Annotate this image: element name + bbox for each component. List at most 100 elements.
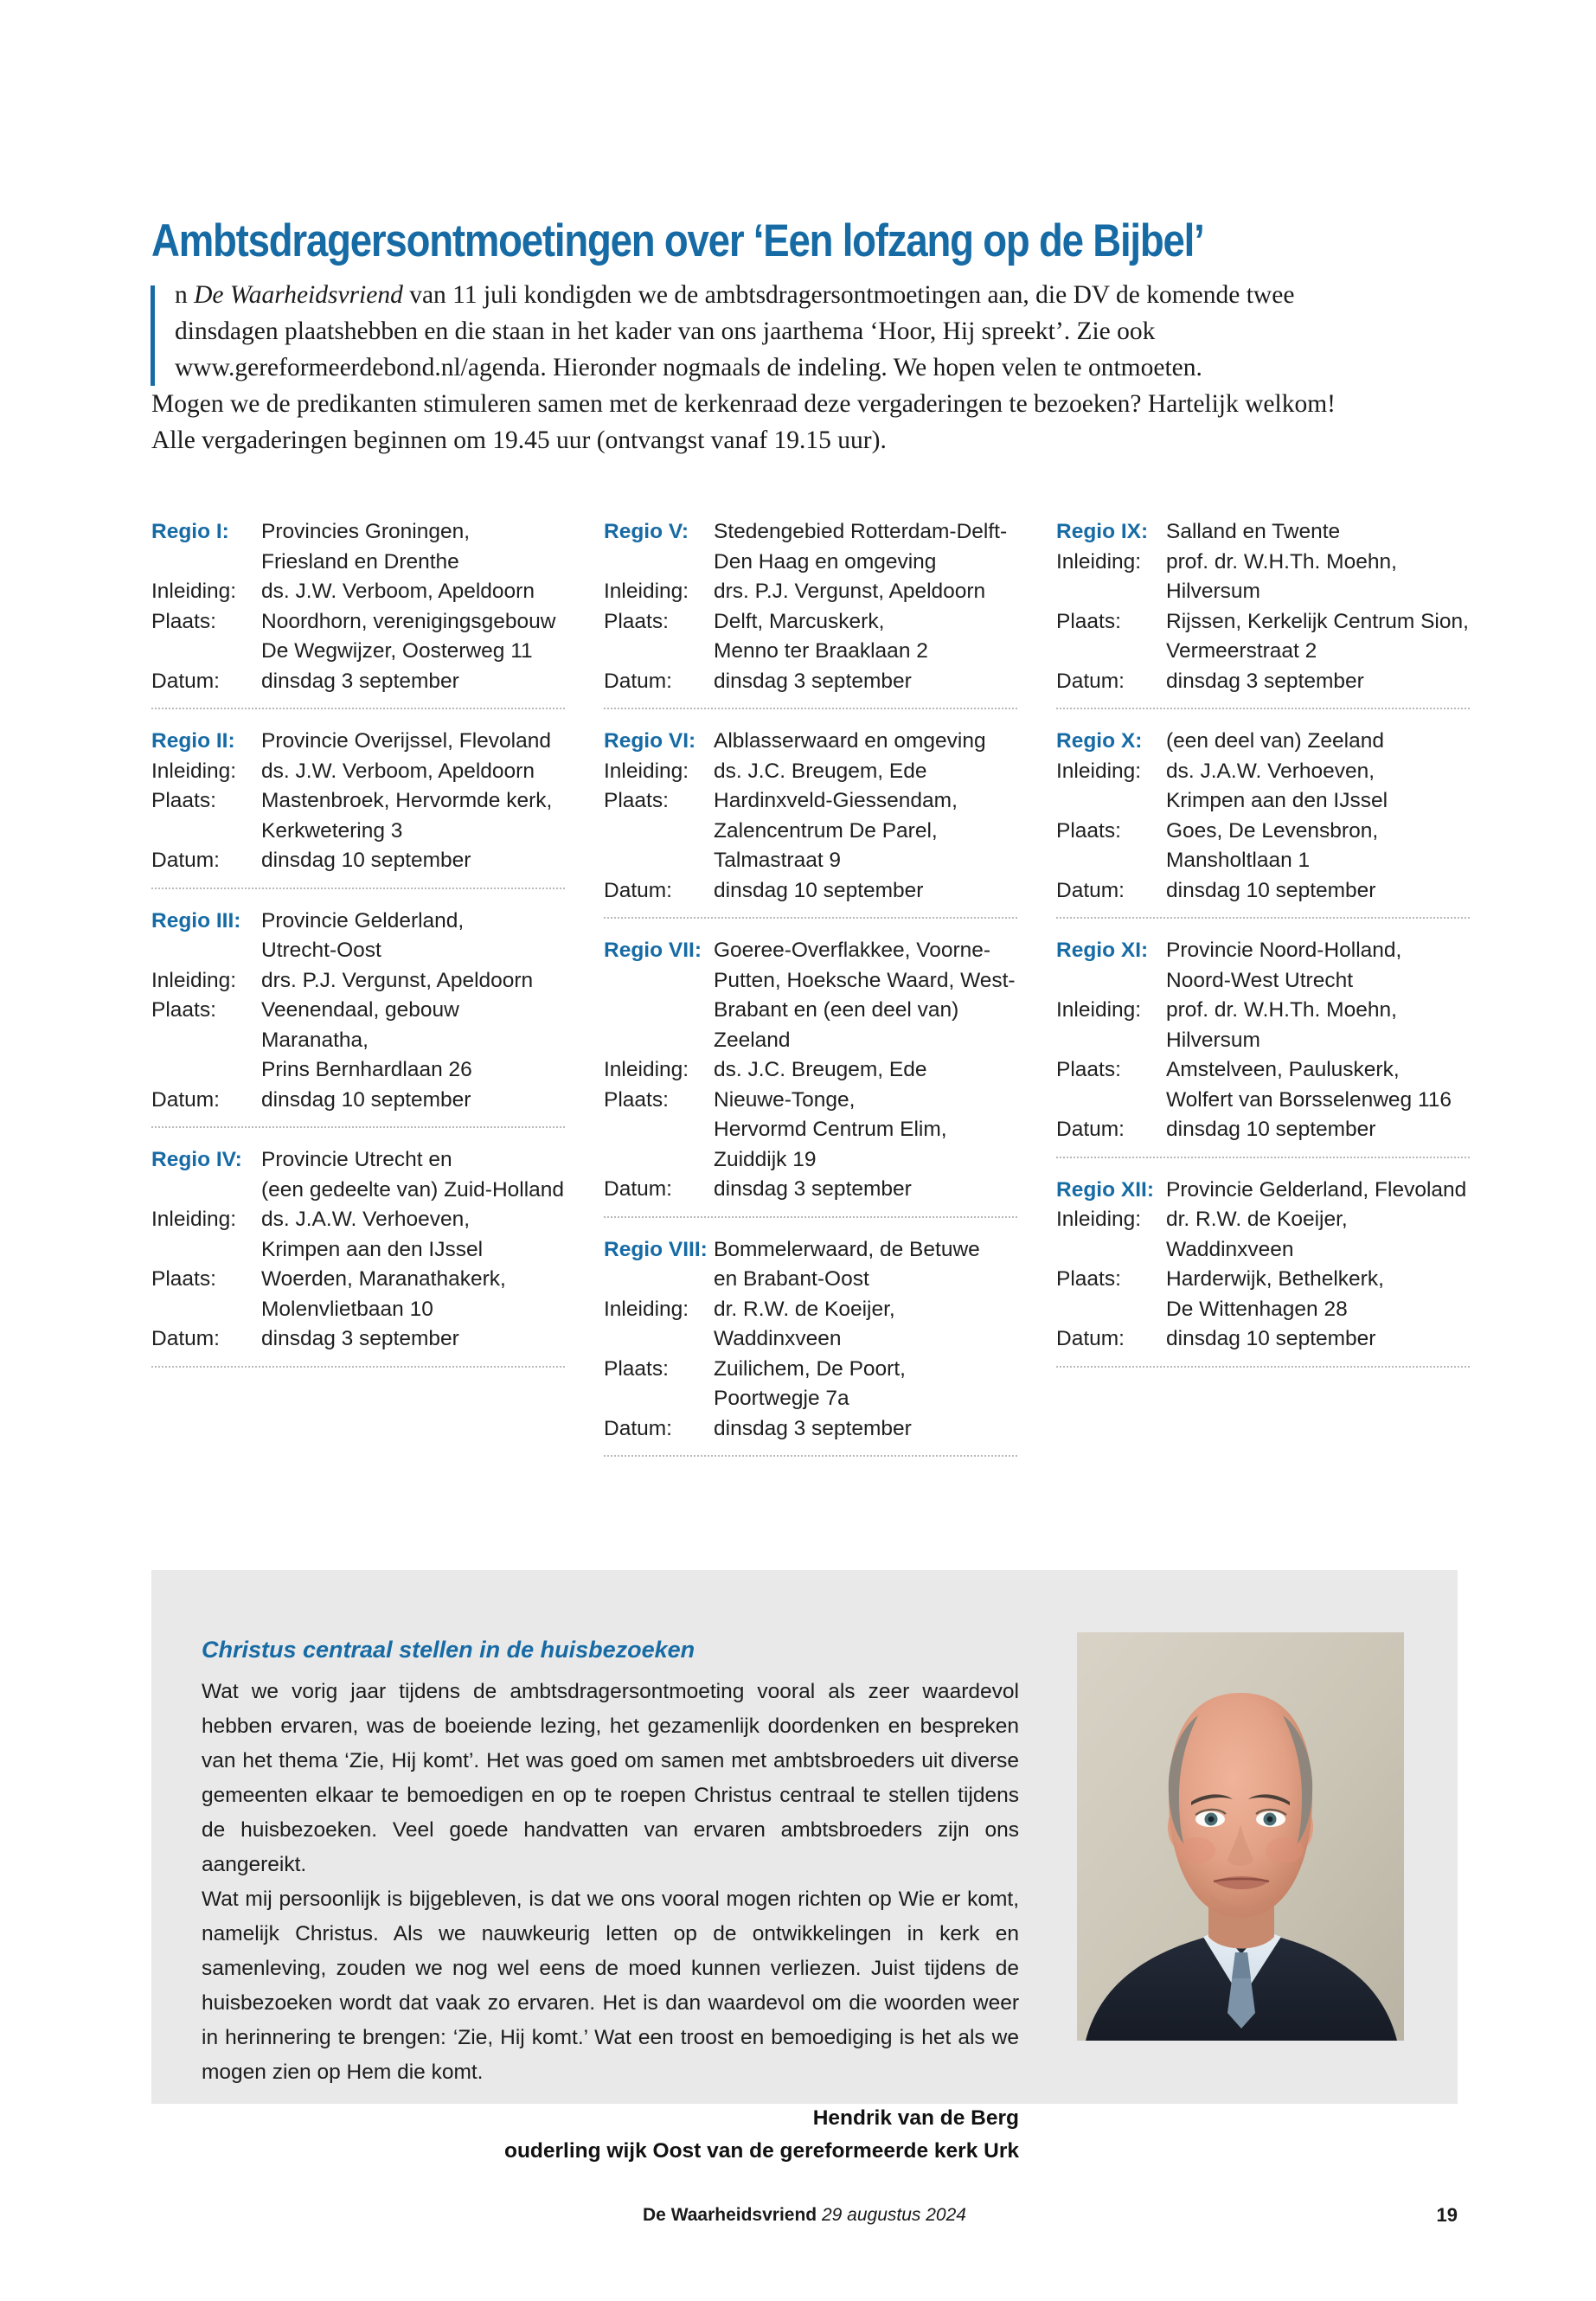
regio-inleiding: ds. J.W. Verboom, Apeldoorn [261,577,565,607]
regio-datum-row: Datum: dinsdag 10 september [1056,876,1470,907]
regio-block: Regio XI: Provincie Noord-Holland, Noord… [1056,936,1470,1157]
testimonial-title: Christus centraal stellen in de huisbezo… [202,1637,695,1663]
intro-second-part: Mogen we de predikanten stimuleren samen… [151,390,1336,454]
regio-datum-line: dinsdag 10 september [261,1087,471,1112]
regio-area: Provincie Utrecht en (een gedeelte van) … [261,1145,565,1205]
intro-magazine-name: De Waarheidsvriend [194,281,403,309]
regio-datum: dinsdag 10 september [1166,1324,1470,1355]
regio-inleiding-line: Krimpen aan den IJssel [261,1237,484,1261]
regio-plaats-row: Plaats: Mastenbroek, Hervormde kerk, Ker… [151,786,565,846]
regio-heading-row: Regio IV: Provincie Utrecht en (een gede… [151,1145,565,1205]
regio-inleiding-row: Inleiding: ds. J.W. Verboom, Apeldoorn [151,577,565,607]
label-inleiding: Inleiding: [151,968,237,992]
regio-plaats-row: Plaats: Amstelveen, Pauluskerk, Wolfert … [1056,1055,1470,1115]
regio-inleiding-line: drs. P.J. Vergunst, Apeldoorn [714,580,986,603]
regio-inleiding: dr. R.W. de Koeijer, Waddinxveen [1166,1205,1470,1265]
footer-magazine-name: De Waarheidsvriend [643,2205,817,2225]
regio-datum-line: dinsdag 10 september [714,878,924,902]
divider [151,887,565,889]
regio-plaats-line: Delft, Marcuskerk, [714,609,885,633]
regio-heading-row: Regio VII: Goeree-Overflakkee, Voorne- P… [604,936,1017,1055]
regio-inleiding-row: Inleiding: dr. R.W. de Koeijer, Waddinxv… [1056,1205,1470,1265]
regio-plaats-line: Zuilichem, De Poort, [714,1356,906,1381]
regio-area: Salland en Twente [1166,517,1470,548]
regio-inleiding-row: Inleiding: drs. P.J. Vergunst, Apeldoorn [151,966,565,997]
regio-area-line: Provincie Gelderland, [261,908,465,933]
divider [1056,917,1470,919]
regio-datum: dinsdag 3 september [261,667,565,697]
portrait-photo [1077,1632,1404,2041]
regio-plaats-line: Hardinxveld-Giessendam, [714,789,958,812]
label-datum: Datum: [1056,878,1125,902]
regio-plaats: Mastenbroek, Hervormde kerk, Kerkweterin… [261,786,565,846]
regio-plaats-line: Zalencentrum De Parel, [714,818,938,843]
regio-inleiding-line: ds. J.A.W. Verhoeven, [1166,759,1375,783]
regio-column-3: Regio IX: Salland en Twente Inleiding: p… [1056,517,1470,1474]
regio-plaats-line: Woerden, Maranathakerk, [261,1267,506,1291]
divider [1056,1156,1470,1158]
regio-heading-row: Regio XII: Provincie Gelderland, Flevola… [1056,1176,1470,1206]
intro-first-part: n De Waarheidsvriend van 11 juli kondigd… [151,277,1380,386]
regio-datum-line: dinsdag 3 september [261,669,459,693]
regio-inleiding-line: Krimpen aan den IJssel [1166,789,1388,812]
label-inleiding: Inleiding: [604,1058,689,1081]
footer-date: 29 augustus 2024 [821,2205,966,2225]
footer-imprint: De Waarheidsvriend 29 augustus 2024 [151,2202,1458,2228]
regio-area: Goeree-Overflakkee, Voorne- Putten, Hoek… [714,936,1017,1055]
label-plaats: Plaats: [1056,818,1121,843]
regio-name: Regio IX: [1056,520,1149,543]
regio-inleiding: ds. J.C. Breugem, Ede [714,1055,1017,1086]
regio-plaats-line: Kerkwetering 3 [261,818,403,843]
regio-datum-row: Datum: dinsdag 10 september [604,876,1017,907]
regio-block: Regio IX: Salland en Twente Inleiding: p… [1056,517,1470,708]
regio-inleiding-line: prof. dr. W.H.Th. Moehn, [1166,998,1397,1022]
regio-inleiding: prof. dr. W.H.Th. Moehn, Hilversum [1166,996,1470,1055]
regio-inleiding-line: ds. J.C. Breugem, Ede [714,759,927,783]
label-inleiding: Inleiding: [151,580,237,603]
regio-plaats-line: Zuiddijk 19 [714,1147,817,1171]
regio-name: Regio XI: [1056,939,1149,962]
regio-block: Regio III: Provincie Gelderland, Utrecht… [151,907,565,1127]
regio-name: Regio VI: [604,729,696,753]
regio-inleiding-row: Inleiding: prof. dr. W.H.Th. Moehn, Hilv… [1056,548,1470,607]
testimonial-box: Christus centraal stellen in de huisbezo… [151,1570,1458,2163]
regio-datum-row: Datum: dinsdag 3 september [604,667,1017,697]
regio-datum-line: dinsdag 3 september [261,1327,459,1350]
regio-datum-row: Datum: dinsdag 3 september [604,1175,1017,1205]
regio-block: Regio VII: Goeree-Overflakkee, Voorne- P… [604,936,1017,1216]
regio-plaats-line: Wolfert van Borsselenweg 116 [1166,1087,1452,1112]
attribution-role: ouderling wijk Oost van de gereformeerde… [504,2139,1019,2163]
regio-area: Provincie Gelderland, Utrecht-Oost [261,907,565,966]
label-inleiding: Inleiding: [151,759,237,783]
regio-plaats-row: Plaats: Veenendaal, gebouw Maranatha, Pr… [151,996,565,1086]
divider [1056,1365,1470,1368]
divider [1056,708,1470,709]
regio-name: Regio X: [1056,729,1143,753]
regio-plaats-line: Mansholtlaan 1 [1166,849,1311,872]
regio-inleiding: ds. J.W. Verboom, Apeldoorn [261,757,565,787]
regio-plaats: Rijssen, Kerkelijk Centrum Sion, Vermeer… [1166,607,1470,667]
regio-column-2: Regio V: Stedengebied Rotterdam-Delft- D… [604,517,1017,1474]
regio-inleiding-line: drs. P.J. Vergunst, Apeldoorn [261,968,534,992]
regio-inleiding: dr. R.W. de Koeijer, Waddinxveen [714,1295,1017,1355]
label-inleiding: Inleiding: [1056,549,1142,574]
label-datum: Datum: [151,1087,220,1112]
regio-inleiding-row: Inleiding: dr. R.W. de Koeijer, Waddinxv… [604,1295,1017,1355]
regio-inleiding-row: Inleiding: ds. J.A.W. Verhoeven, Krimpen… [151,1205,565,1265]
regio-block: Regio II: Provincie Overijssel, Flevolan… [151,727,565,888]
regio-inleiding-line: Hilversum [1166,1028,1260,1052]
testimonial-attribution: Hendrik van de Berg ouderling wijk Oost … [202,2102,1019,2168]
regio-datum: dinsdag 10 september [714,876,1017,907]
regio-plaats-line: Poortwegje 7a [714,1387,849,1410]
regio-plaats-row: Plaats: Goes, De Levensbron, Mansholtlaa… [1056,817,1470,876]
regio-plaats-line: Nieuwe-Tonge, [714,1087,856,1112]
regio-plaats-line: Amstelveen, Pauluskerk, [1166,1058,1400,1081]
regio-datum-line: dinsdag 3 september [714,1416,912,1440]
label-inleiding: Inleiding: [604,1297,689,1321]
regio-datum: dinsdag 3 september [714,1175,1017,1205]
regio-datum-row: Datum: dinsdag 3 september [604,1414,1017,1445]
regio-plaats-line: Harderwijk, Bethelkerk, [1166,1267,1384,1291]
regio-plaats: Noordhorn, verenigingsgebouw De Wegwijze… [261,607,565,667]
regio-name: Regio XII: [1056,1177,1154,1202]
regio-plaats-line: Molenvlietbaan 10 [261,1297,433,1321]
